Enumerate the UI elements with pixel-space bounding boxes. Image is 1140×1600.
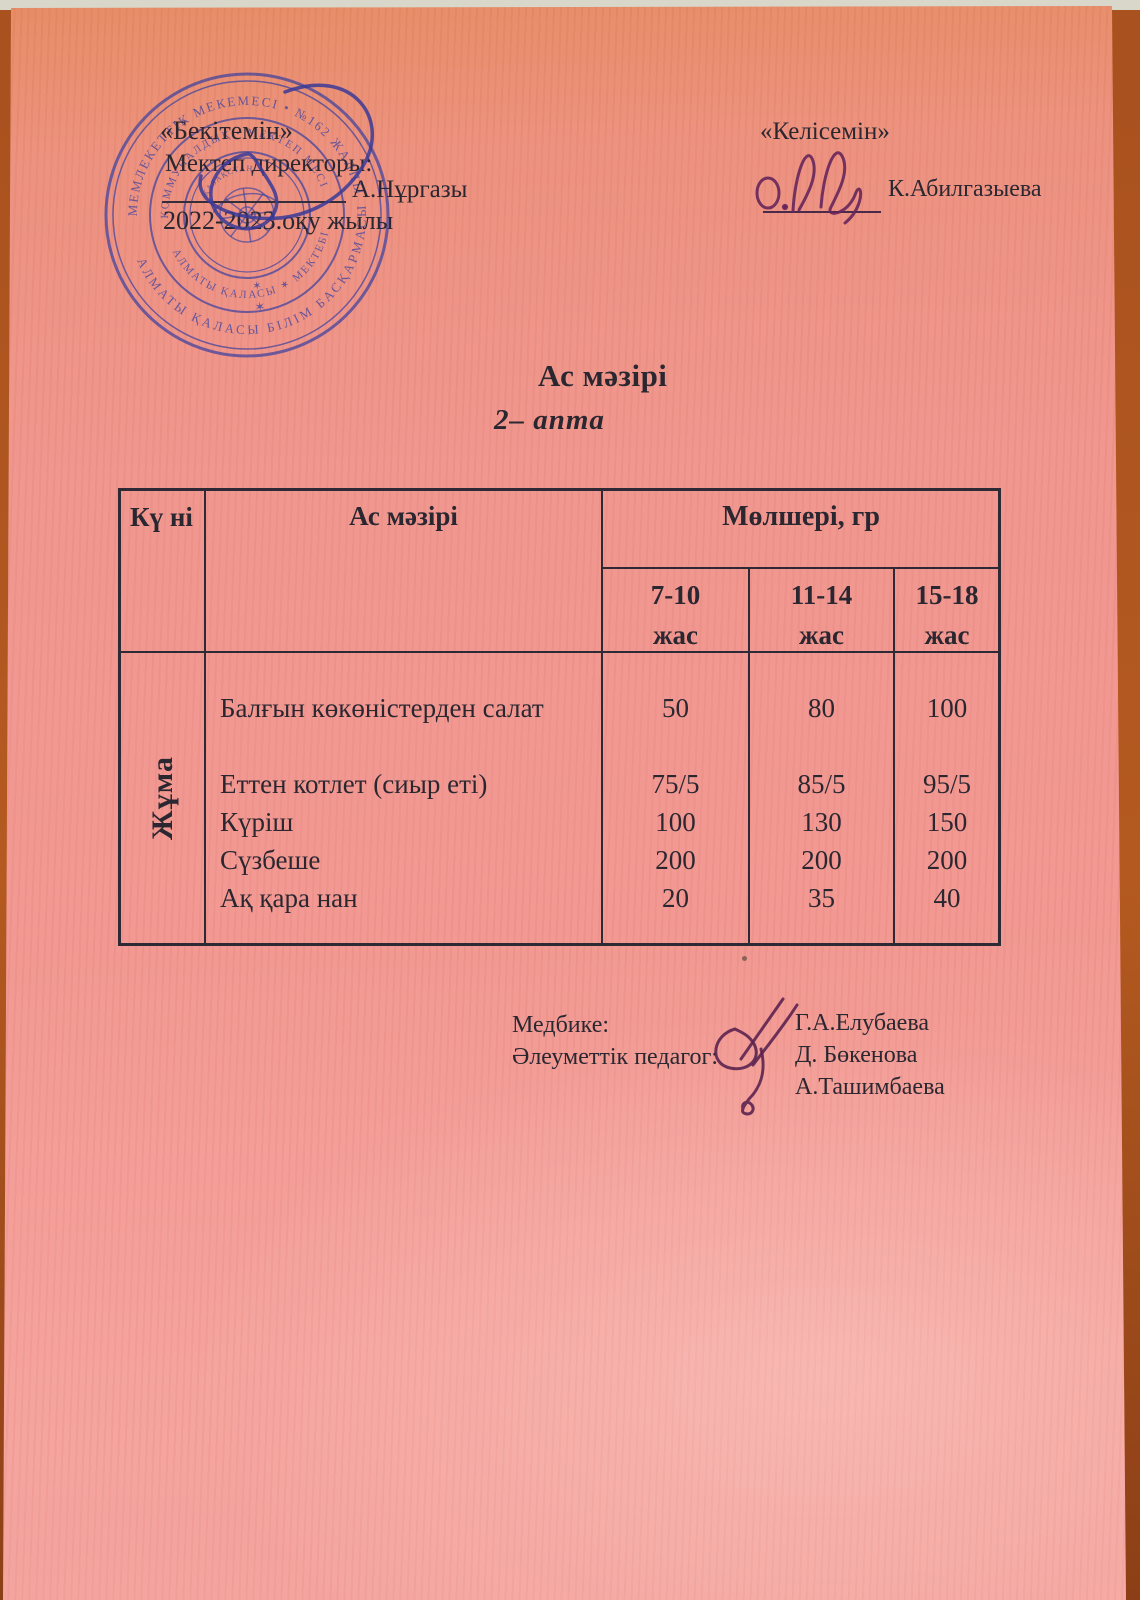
approval-school-year: 2022-2023.оқу жылы <box>163 206 394 235</box>
portion-value: 100 <box>926 693 968 723</box>
portion-value: 200 <box>801 845 842 875</box>
stamp-star-icon: ✶ <box>252 280 263 293</box>
footer-signature <box>714 997 799 1116</box>
column-header-age-15-18: 15-18 жас <box>893 569 999 651</box>
portion-value: 200 <box>655 845 696 875</box>
menu-item: Ақ қара нан <box>220 883 358 913</box>
menu-items-cell: Балғын көкөністерден салат Еттен котлет … <box>206 653 603 943</box>
stamp-inner-ring-2 <box>189 157 305 273</box>
portion-value: 40 <box>933 883 961 913</box>
stamp-outer-ring-2 <box>112 80 382 350</box>
age-unit: жас <box>652 620 699 650</box>
values-age-11-14: 80 85/5 130 200 35 <box>748 653 893 943</box>
portion-value: 50 <box>662 693 689 723</box>
menu-table: Кү ні Ас мәзірі Мөлшері, гр 7-10 жас 11-… <box>118 488 1001 946</box>
values-age-7-10: 50 75/5 100 200 20 <box>603 653 748 943</box>
nurse-label: Медбике: <box>512 1012 610 1038</box>
signatory-name: Г.А.Елубаева <box>795 1010 930 1036</box>
portion-value: 85/5 <box>797 769 846 799</box>
social-pedagog-label: Әлеуметтік педагог: <box>512 1044 718 1070</box>
menu-item: Еттен котлет (сиыр еті) <box>220 769 488 799</box>
approval-quote: «Бекітемін» <box>160 116 293 145</box>
portion-value: 100 <box>655 807 696 837</box>
menu-item: Балғын көкөністерден салат <box>220 693 544 723</box>
document-subtitle: 2– апта <box>494 404 605 436</box>
approval-director-name: А.Нұргазы <box>352 176 468 203</box>
age-unit: жас <box>798 620 845 650</box>
signatory-name: Д. Бөкенова <box>795 1042 918 1068</box>
age-range: 7-10 <box>650 580 701 610</box>
column-header-day: Кү ні <box>121 491 206 651</box>
table-row: Жұма Балғын көкөністерден салат Еттен ко… <box>121 651 999 943</box>
portion-value: 20 <box>662 883 689 913</box>
menu-item: Күріш <box>220 807 294 837</box>
day-cell: Жұма <box>121 653 206 943</box>
paper-speck <box>742 956 747 961</box>
values-age-15-18: 100 95/5 150 200 40 <box>893 653 999 943</box>
agreement-name: К.Абилгазыева <box>888 176 1042 202</box>
portion-value: 130 <box>801 807 842 837</box>
document-title: Ас мәзірі <box>538 358 668 393</box>
approval-signature-line <box>162 201 346 203</box>
age-unit: жас <box>924 620 970 650</box>
table-surface-edge <box>0 0 1140 10</box>
approval-role-label: Мектеп директоры: <box>165 150 373 177</box>
portion-value: 75/5 <box>651 769 700 799</box>
day-label: Жұма <box>145 756 179 840</box>
column-header-menu: Ас мәзірі <box>206 491 603 651</box>
stamp-inner-ring <box>183 151 311 279</box>
stamp-star-icon: ✶ <box>253 298 266 314</box>
portion-value: 35 <box>808 883 835 913</box>
agreement-signature-line <box>763 211 881 213</box>
column-header-age-7-10: 7-10 жас <box>603 569 748 651</box>
agreement-quote: «Келісемін» <box>760 118 890 145</box>
stamp-outer-ring <box>104 72 390 358</box>
portion-value: 95/5 <box>922 769 971 799</box>
signatory-name: А.Ташимбаева <box>795 1074 945 1100</box>
portion-value: 200 <box>926 845 968 875</box>
portion-value: 150 <box>926 807 968 837</box>
column-header-amount: Мөлшері, гр <box>603 491 999 569</box>
column-header-age-11-14: 11-14 жас <box>748 569 893 651</box>
director-signature <box>198 83 375 231</box>
agreement-signature <box>755 151 863 225</box>
portion-value: 80 <box>808 693 835 723</box>
age-range: 15-18 <box>915 580 979 610</box>
age-range: 11-14 <box>790 580 853 610</box>
menu-item: Сүзбеше <box>220 845 321 875</box>
